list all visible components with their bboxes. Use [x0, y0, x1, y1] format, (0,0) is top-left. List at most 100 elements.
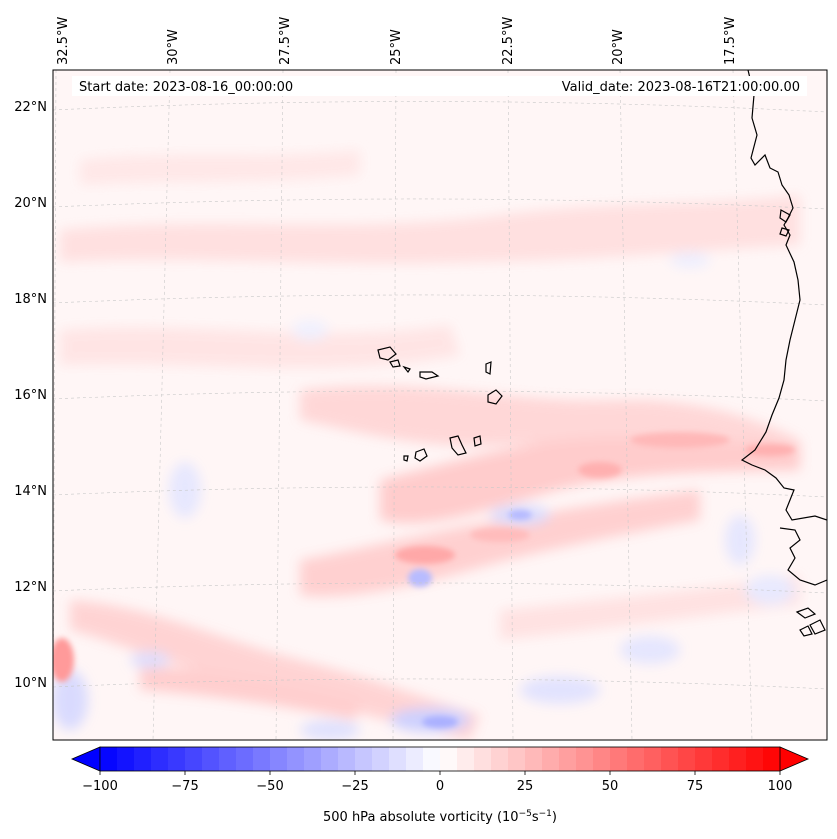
valid-date-label: Valid_date: 2023-08-16T21:00:00.00	[562, 80, 800, 95]
island-brava	[403, 455, 409, 462]
bijagos-island-2	[809, 619, 826, 635]
parallel-18n	[53, 294, 827, 306]
colorbar: −100 −75 −50 −25 0 25 50 75 100 500 hPa absolute…	[70, 746, 810, 825]
colorbar-segment	[100, 747, 118, 771]
lat-tick-label: 12°N	[14, 580, 47, 595]
colorbar-segment	[134, 747, 152, 771]
colorbar-tick-label: −100	[82, 779, 118, 794]
colorbar-label-end: )	[552, 810, 557, 825]
lat-tick-label: 22°N	[14, 100, 47, 115]
lon-tick-label: 25°W	[389, 29, 404, 65]
colorbar-segment	[151, 747, 169, 771]
lat-tick-label: 16°N	[14, 388, 47, 403]
header-strip	[72, 76, 807, 96]
colorbar-segment	[644, 747, 662, 771]
colorbar-segment	[219, 747, 237, 771]
colorbar-low-extend	[70, 746, 101, 772]
colorbar-segment	[474, 747, 492, 771]
colorbar-tick-label: −50	[256, 779, 283, 794]
meridian-27-5w	[275, 70, 284, 740]
lon-tick-label: 30°W	[166, 29, 181, 65]
bijagos-island-1	[795, 607, 817, 619]
island-fogo	[414, 448, 428, 462]
colorbar-segment	[763, 747, 781, 771]
lat-tick-label: 20°N	[14, 196, 47, 211]
meridian-30w	[152, 70, 171, 740]
guinea-bissau-coast	[779, 527, 827, 586]
island-maio	[473, 435, 482, 447]
island-boa-vista	[487, 389, 503, 405]
colorbar-segment	[440, 747, 458, 771]
meridian-22-5w	[507, 70, 514, 740]
colorbar-segment	[525, 747, 543, 771]
lon-tick-label: 20°W	[611, 29, 626, 65]
colorbar-segment	[746, 747, 764, 771]
colorbar-tick-label: 25	[517, 779, 534, 794]
meridian-17-5w	[732, 70, 753, 740]
lat-tick-label: 18°N	[14, 292, 47, 307]
colorbar-segment	[389, 747, 407, 771]
colorbar-segment	[304, 747, 322, 771]
colorbar-segment	[372, 747, 390, 771]
colorbar-segment	[508, 747, 526, 771]
colorbar-tick-label: −25	[341, 779, 368, 794]
map-frame	[52, 69, 828, 741]
colorbar-segment	[559, 747, 577, 771]
parallel-10n	[53, 678, 827, 690]
africa-coastline	[740, 70, 827, 521]
parallel-14n	[53, 486, 827, 498]
lon-tick-label: 22.5°W	[501, 17, 516, 65]
colorbar-segment	[576, 747, 594, 771]
lon-tick-label: 17.5°W	[723, 17, 738, 65]
colorbar-label-exp1: −5	[519, 809, 532, 819]
colorbar-segment	[661, 747, 679, 771]
colorbar-high-extend	[779, 746, 810, 772]
lon-tick-label: 27.5°W	[278, 17, 293, 65]
colorbar-segment	[253, 747, 271, 771]
bijagos-island-3	[799, 625, 813, 637]
colorbar-segment	[202, 747, 220, 771]
colorbar-tick-label: −75	[171, 779, 198, 794]
island-santo-antao	[377, 346, 397, 361]
island-sao-vicente	[389, 359, 401, 368]
colorbar-label-main: 500 hPa absolute vorticity (10	[323, 810, 519, 825]
colorbar-segment	[423, 747, 441, 771]
meridian-20w	[619, 70, 633, 740]
coastal-islet	[779, 227, 790, 237]
colorbar-tick-label: 0	[436, 779, 444, 794]
colorbar-segment	[168, 747, 186, 771]
colorbar-segment	[117, 747, 135, 771]
colorbar-segment	[185, 747, 203, 771]
colorbar-label-exp2: −1	[539, 809, 552, 819]
parallel-12n	[53, 582, 827, 594]
colorbar-segment	[491, 747, 509, 771]
colorbar-segment	[695, 747, 713, 771]
colorbar-segment	[729, 747, 747, 771]
colorbar-segment	[355, 747, 373, 771]
colorbar-segment	[270, 747, 288, 771]
lat-tick-label: 14°N	[14, 484, 47, 499]
colorbar-label-unit: s	[532, 810, 539, 825]
lon-tick-label: 32.5°W	[56, 17, 71, 65]
island-santa-luzia	[402, 365, 411, 374]
colorbar-label: 500 hPa absolute vorticity (10−5s−1)	[323, 809, 557, 825]
colorbar-tick-label: 75	[687, 779, 704, 794]
colorbar-tick-label: 100	[768, 779, 793, 794]
parallel-20n	[53, 198, 827, 210]
colorbar-segment	[678, 747, 696, 771]
parallel-16n	[53, 390, 827, 402]
colorbar-segment	[406, 747, 424, 771]
start-date-label: Start date: 2023-08-16_00:00:00	[79, 80, 293, 95]
island-sao-nicolau	[419, 371, 440, 380]
coastlines	[377, 70, 827, 637]
colorbar-tick-label: 50	[602, 779, 619, 794]
colorbar-segment	[457, 747, 475, 771]
meridian-25w	[392, 70, 397, 740]
island-santiago	[449, 435, 467, 456]
colorbar-segment	[712, 747, 730, 771]
parallel-22n	[53, 101, 827, 113]
colorbar-segment	[610, 747, 628, 771]
colorbar-segment	[593, 747, 611, 771]
colorbar-segment	[338, 747, 356, 771]
